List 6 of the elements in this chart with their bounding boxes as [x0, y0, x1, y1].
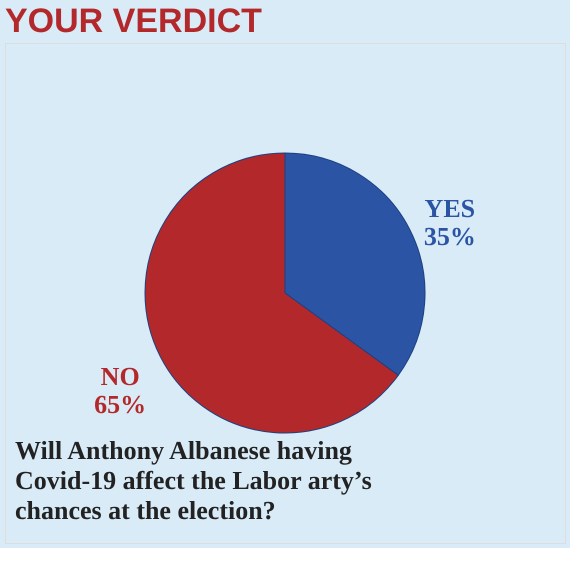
- slice-label: NO: [100, 362, 140, 391]
- text: Will Anthony Albanese having Covid-19 affect the Labor arty’s chances at the election?: [15, 436, 372, 525]
- data-label: 65%: [94, 390, 146, 419]
- data-label: 35%: [424, 222, 476, 252]
- slice-label: YES: [424, 194, 476, 224]
- chart-title: YOUR VERDICT: [5, 2, 262, 40]
